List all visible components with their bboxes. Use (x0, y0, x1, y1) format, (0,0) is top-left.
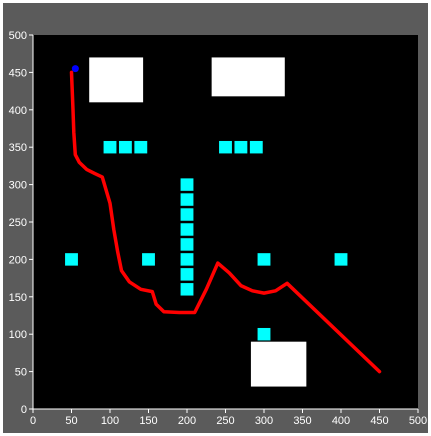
cyan-obstacle-14 (179, 282, 195, 297)
x-tick-label-400: 400 (332, 415, 350, 427)
cyan-obstacle-18 (333, 252, 349, 267)
y-tick-label-0: 0 (21, 404, 27, 416)
large-obstacle-2 (211, 57, 285, 97)
cyan-obstacle-6 (248, 139, 264, 155)
y-tick-label-250: 250 (9, 217, 27, 229)
large-obstacle-3 (250, 341, 307, 387)
cyan-obstacle-4 (218, 139, 233, 155)
y-tick-label-450: 450 (9, 67, 27, 79)
x-tick-label-0: 0 (30, 415, 36, 427)
x-tick-label-100: 100 (101, 415, 119, 427)
cyan-obstacle-16 (141, 252, 156, 267)
y-tick-label-300: 300 (9, 180, 27, 192)
cyan-obstacle-2 (117, 139, 133, 155)
figure-panel: 0 50 100 150 200 250 300 350 400 450 500 0 50 100 150… (3, 3, 428, 433)
y-tick-label-500: 500 (9, 30, 27, 42)
start-point-marker (71, 65, 79, 73)
path-planning-chart: 0 50 100 150 200 250 300 350 400 450 500 0 50 100 150… (9, 30, 428, 427)
y-tick-label-150: 150 (9, 292, 27, 304)
x-tick-label-350: 350 (293, 415, 311, 427)
x-tick-label-450: 450 (370, 415, 388, 427)
cyan-obstacle-10 (179, 222, 195, 237)
x-axis: 0 50 100 150 200 250 300 350 400 450 500 (30, 408, 427, 427)
cyan-obstacles (64, 139, 349, 342)
cyan-obstacle-1 (102, 139, 118, 155)
cyan-obstacle-5 (233, 139, 249, 155)
cyan-obstacle-19 (256, 326, 272, 342)
cyan-obstacle-12 (179, 252, 195, 267)
large-obstacle-1 (89, 57, 144, 103)
y-axis: 0 50 100 150 200 250 300 350 400 450 500 (9, 30, 34, 416)
planned-path-line (69, 70, 382, 374)
x-tick-label-200: 200 (178, 415, 196, 427)
x-tick-label-50: 50 (65, 415, 77, 427)
cyan-obstacle-3 (133, 139, 149, 155)
cyan-obstacle-9 (179, 207, 195, 222)
cyan-obstacle-17 (256, 252, 272, 267)
cyan-obstacle-8 (179, 192, 195, 207)
cyan-obstacle-15 (64, 252, 79, 267)
y-tick-label-100: 100 (9, 329, 27, 341)
y-tick-label-50: 50 (15, 367, 27, 379)
y-tick-label-200: 200 (9, 254, 27, 266)
cyan-obstacle-11 (179, 237, 195, 252)
y-tick-label-400: 400 (9, 105, 27, 117)
cyan-obstacle-7 (179, 177, 195, 192)
x-tick-label-500: 500 (409, 415, 427, 427)
large-obstacles (89, 57, 307, 387)
cyan-obstacle-13 (179, 267, 195, 282)
x-tick-label-150: 150 (139, 415, 157, 427)
x-tick-label-250: 250 (216, 415, 234, 427)
y-tick-label-350: 350 (9, 142, 27, 154)
x-tick-label-300: 300 (255, 415, 273, 427)
